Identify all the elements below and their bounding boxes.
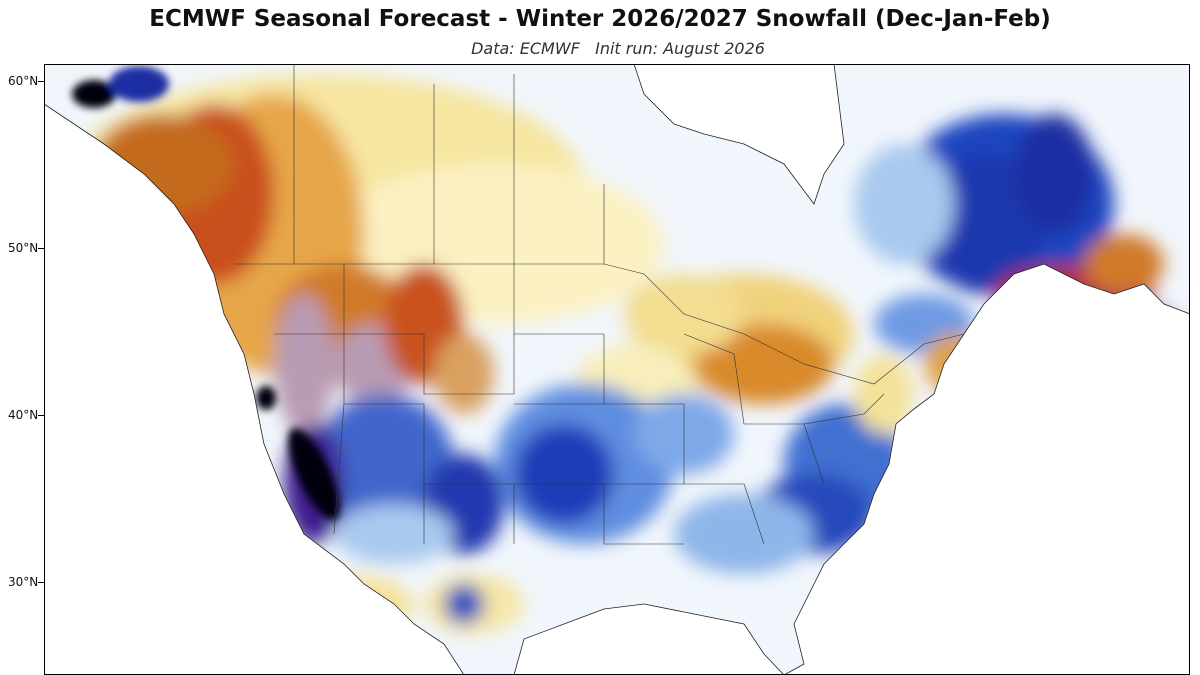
lat-tick-30: [38, 582, 44, 583]
lat-label-50: 50°N: [8, 241, 39, 255]
lat-tick-60: [38, 81, 44, 82]
lat-label-30: 30°N: [8, 575, 39, 589]
borders: [234, 64, 965, 545]
map-subtitle: Data: ECMWF Init run: August 2026: [471, 39, 765, 58]
coastline: [44, 64, 1190, 675]
lat-tick-50: [38, 248, 44, 249]
lat-label-40: 40°N: [8, 408, 39, 422]
lat-tick-40: [38, 415, 44, 416]
snowfall-anomaly-map: [44, 64, 1190, 675]
lat-label-60: 60°N: [8, 74, 39, 88]
map-title: ECMWF Seasonal Forecast - Winter 2026/20…: [149, 6, 1051, 32]
